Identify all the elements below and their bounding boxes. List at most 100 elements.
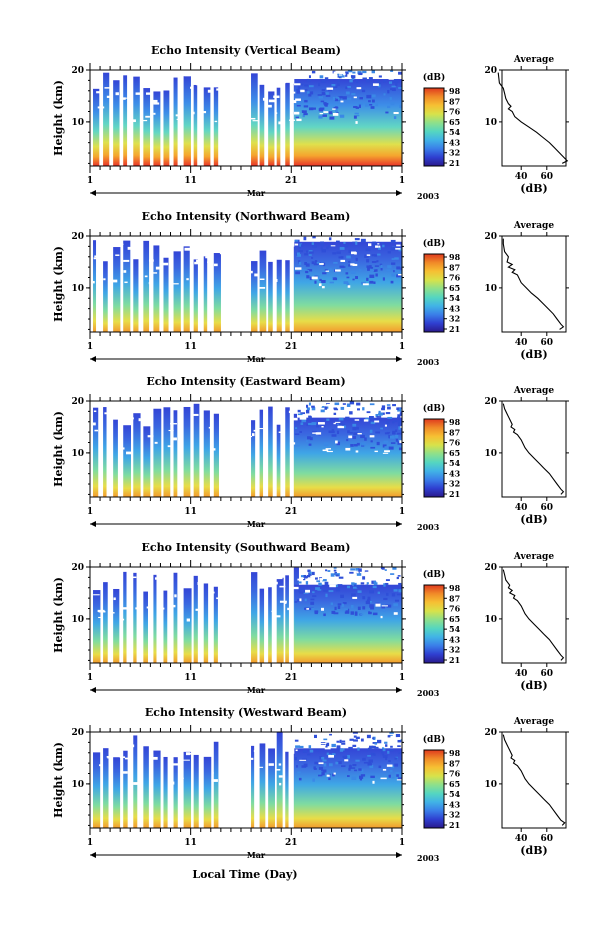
chart-panel-2: Echo Intensity (Northward Beam) 20 10 Heigh… [52, 210, 569, 367]
heatmap-cell [226, 282, 230, 285]
heatmap-cell [304, 99, 308, 103]
heatmap-cell [308, 738, 313, 742]
heatmap-cell [121, 771, 128, 774]
profile-frame [501, 235, 567, 333]
chart-panel-4: Echo Intensity (Southward Beam) 20 10 Heigh… [52, 541, 569, 698]
heatmap-cell [254, 273, 260, 277]
heatmap-cell [113, 597, 116, 601]
x-tick-label: 1 [87, 507, 93, 517]
heatmap-cell [387, 251, 391, 254]
heatmap-cell [96, 272, 101, 275]
heatmap-cell [284, 601, 287, 604]
colorbar-tick-label: 54 [449, 293, 461, 303]
heatmap-cell [333, 772, 336, 775]
heatmap-cell [362, 606, 366, 610]
heatmap-cell [319, 755, 323, 760]
profile-y-tick-label: 20 [484, 66, 497, 76]
x-tick-label: 1 [87, 838, 93, 848]
heatmap-cell [267, 584, 273, 588]
heatmap-cell [173, 572, 178, 663]
heatmap-cell [328, 430, 333, 433]
heatmap-cell [193, 403, 200, 497]
heatmap-cell [315, 577, 318, 580]
heatmap-cell [385, 579, 390, 582]
heatmap-cell [309, 276, 313, 281]
heatmap-cell [371, 745, 376, 749]
heatmap-cell [381, 407, 385, 411]
heatmap-cell [295, 427, 298, 430]
heatmap-cell [247, 435, 252, 438]
heatmap-cell [396, 244, 401, 247]
heatmap-cell [354, 419, 360, 421]
heatmap-cell [357, 433, 362, 435]
heatmap-cell [371, 70, 375, 74]
heatmap-cell [362, 70, 367, 74]
heatmap-cell [300, 422, 304, 425]
month-arrow-left [90, 687, 96, 693]
heatmap-cell [396, 416, 401, 419]
heatmap-cell [346, 585, 350, 589]
heatmap-cell [308, 93, 312, 97]
profile-frame [501, 566, 567, 664]
heatmap-cell [337, 79, 341, 83]
heatmap-cell [143, 583, 147, 586]
profile-title: Average [513, 717, 554, 727]
heatmap-cell [171, 437, 177, 441]
heatmap-cell [359, 777, 363, 781]
heatmap-cell [340, 748, 345, 751]
heatmap-cell [355, 450, 359, 453]
heatmap-cell [126, 418, 134, 421]
heatmap-cell [392, 567, 397, 570]
heatmap-cell [390, 70, 394, 72]
heatmap-cell [361, 769, 364, 773]
heatmap-cell [395, 82, 398, 86]
heatmap-cell [380, 267, 383, 271]
heatmap-cell [397, 575, 401, 577]
heatmap-cell [98, 252, 104, 255]
heatmap-cell [211, 448, 216, 451]
y-tick-label: 20 [71, 728, 84, 738]
heatmap-cell [318, 766, 324, 770]
heatmap-cell [395, 79, 398, 82]
heatmap-cell [318, 772, 323, 776]
year-label: 2003 [417, 688, 440, 698]
heatmap-cell [392, 72, 398, 74]
heatmap-cell [299, 598, 302, 602]
heatmap-cell [91, 422, 96, 426]
x-tick-label: 1 [87, 176, 93, 186]
profile-title: Average [513, 221, 554, 231]
heatmap-cell [368, 761, 371, 764]
heatmap-cell [278, 763, 282, 766]
heatmap-cell [400, 267, 402, 271]
heatmap-cell [352, 278, 355, 281]
heatmap-cell [127, 246, 134, 250]
heatmap-cell [367, 755, 371, 757]
heatmap-cell [388, 774, 391, 778]
heatmap-cell [304, 262, 308, 265]
heatmap-cell [370, 106, 375, 109]
heatmap-cell [390, 88, 395, 91]
heatmap-cell [382, 748, 386, 752]
heatmap-cell [123, 571, 127, 663]
heatmap-cell [356, 571, 359, 574]
heatmap-cell [298, 249, 303, 253]
heatmap-cell [386, 764, 393, 767]
heatmap-cell [276, 576, 283, 580]
heatmap-cell [320, 424, 326, 427]
heatmap-cell [123, 259, 130, 262]
heatmap-cell [339, 247, 345, 250]
profile-y-tick-label: 20 [484, 397, 497, 407]
heatmap-cell [276, 732, 283, 828]
heatmap-cell [311, 276, 318, 280]
heatmap-cell [382, 75, 387, 78]
heatmap-cell [213, 263, 218, 267]
heatmap-cell [351, 776, 357, 781]
heatmap-cell [306, 250, 310, 253]
heatmap-cell [401, 770, 402, 772]
heatmap-cell [207, 577, 214, 580]
heatmap-cell [153, 102, 160, 105]
heatmap-cell [148, 281, 153, 285]
heatmap-cell [361, 89, 366, 93]
heatmap-cell [276, 87, 281, 166]
heatmap-cell [285, 82, 290, 166]
